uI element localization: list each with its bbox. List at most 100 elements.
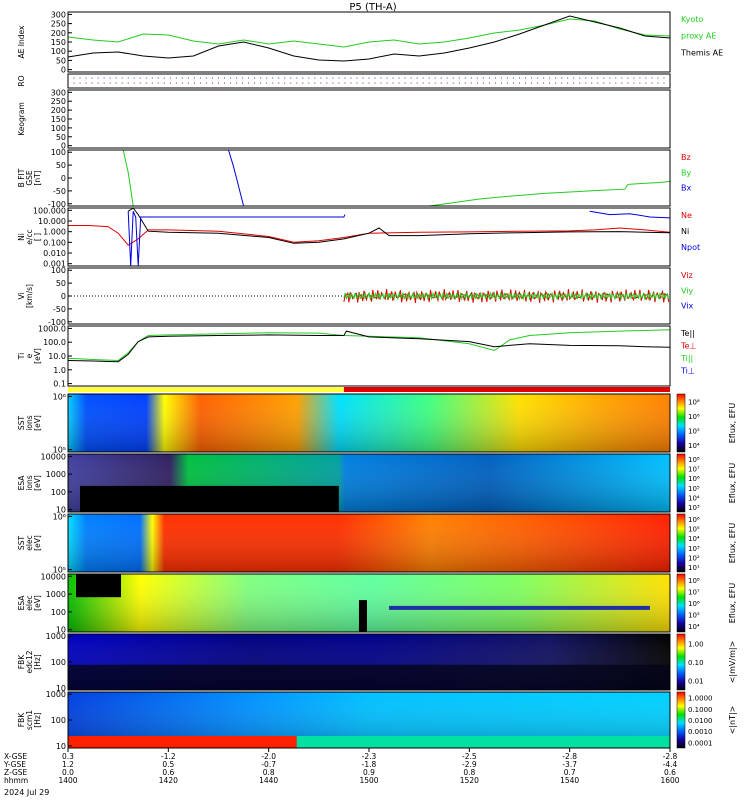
colorbar-label: Eflux, EFU [728,403,737,444]
kp-dot [494,77,497,79]
colorbar-tick-label: 10⁴ [688,535,700,543]
esa-elec-band [389,605,650,610]
time-axis: 2024 Jul 29 X-GSE 0.3 -1.2 -2.0 -2.3 -2.5 -2.8… [3,748,680,797]
kp-dot [416,77,418,79]
kp-dot [241,77,244,79]
kp-dot [392,82,394,84]
kp-dot [651,77,653,79]
time-row-value: 0.9 [363,768,375,777]
kp-dot [368,82,370,84]
y-tick-label: 0 [61,66,66,75]
y-tick-label: 1.0 [53,366,66,375]
kp-dot [591,77,593,79]
y-axis-label: [eV] [33,595,42,611]
kp-dot [115,77,117,79]
time-row-value: 0.6 [664,768,676,777]
y-tick-label: 10.0 [48,352,66,361]
colorbar [676,573,686,633]
time-row-value: -2.3 [362,752,377,761]
time-row-value: 1500 [359,776,378,785]
time-row-value: 1540 [560,776,579,785]
legend-entry: Ti⊥ [680,367,695,376]
kp-dot [362,82,364,84]
y-axis-label: Ti [17,353,26,360]
kp-dot [374,77,376,79]
kp-dot [332,77,334,79]
kp-dot [633,82,635,84]
y-tick-label: 10000 [41,572,66,581]
kp-dot [657,82,659,84]
kp-dot [663,82,665,84]
kp-dot [121,82,123,84]
kp-dot [452,77,454,79]
kp-dot [512,77,515,79]
time-row-value: -2.8 [562,752,577,761]
legend-entry: proxy AE [681,32,716,41]
time-row-value: 0.6 [162,768,174,777]
panel-frame [67,73,671,89]
kp-dot [470,82,472,84]
y-tick-label: 10 [56,742,66,751]
kp-dot [248,82,250,84]
kp-dot [386,77,388,79]
kp-dot [464,77,466,79]
y-tick-label: 100 [51,266,66,275]
kp-dot [320,82,322,84]
kp-dot [211,77,214,79]
y-axis-label: B FIT [17,168,26,187]
kp-dot [476,77,478,79]
colorbar-tick-label: 0.0010 [688,728,713,736]
kp-dot [145,82,147,84]
y-tick-label: 50 [56,161,66,170]
kp-dot [296,82,298,84]
kp-dot [254,77,256,79]
y-tick-label: 300 [51,10,66,19]
kp-dot [229,77,232,79]
kp-dot [290,77,292,79]
kp-dot [627,82,629,84]
kp-dot [585,82,587,84]
kp-dot [645,77,647,79]
kp-dot [380,82,382,84]
kp-dot [320,77,322,79]
kp-dot [79,77,81,79]
legend-entry: Ne [681,211,692,220]
colorbar-tick-label: 10⁵ [688,485,700,493]
time-row-value: 1.2 [62,760,74,769]
y-axis-label: FBK [17,712,26,727]
colorbar-tick-label: 10⁷ [688,466,700,474]
colorbar [676,393,686,453]
kp-dot [392,77,394,79]
kp-dot [260,77,262,79]
kp-dot [193,77,196,79]
colorbar-label: Eflux, EFU [728,463,737,504]
legend-entry: Kyoto [681,15,703,24]
kp-dot [314,82,316,84]
panel-fbk-e: 10 100 1000 FBK edc12 [Hz] 0.01 0.10 1.00 <|mV/m|… [17,632,737,693]
kp-dot [199,82,202,84]
colorbar-tick-label: 0.0100 [688,717,713,725]
y-tick-label: 100 [51,608,66,617]
panel-temperature: 0.1 1.0 10.0 100.0 1000.0 Ti e [eV] Te|| Te⊥ Ti|| T… [17,324,696,388]
series-npot-b [589,210,671,219]
y-tick-label: 0 [61,142,66,151]
kp-dot [404,77,406,79]
kp-dot [127,77,129,79]
kp-dot [326,77,328,79]
kp-dot [103,77,105,79]
panel-frame [67,513,671,573]
y-tick-label: 0.1 [53,380,66,389]
kp-dot [573,77,575,79]
kp-dot [103,82,105,84]
kp-dot [254,82,256,84]
series-by [122,149,671,207]
kp-dot [536,77,539,79]
y-tick-label: 100 [51,124,66,133]
kp-dot [302,82,304,84]
kp-dot [482,82,484,84]
kp-dot [217,77,220,79]
